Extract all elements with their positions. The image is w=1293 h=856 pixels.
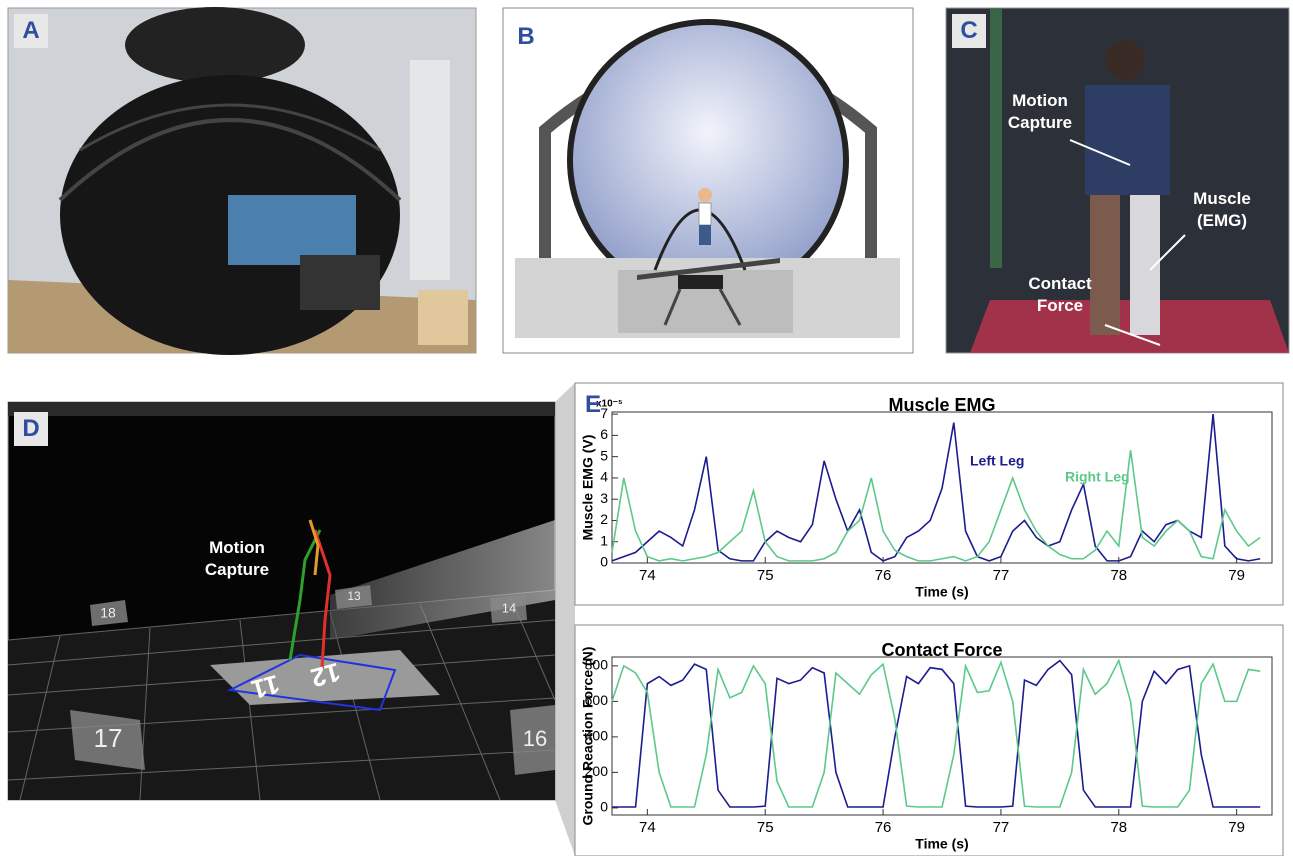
y-tick-label: 4 (600, 469, 608, 485)
x-tick-label: 79 (1228, 819, 1245, 836)
y-tick-label: 6 (600, 426, 608, 442)
x-tick-label: 79 (1228, 567, 1245, 584)
y-tick-label: 400 (585, 728, 609, 744)
legend-entry: Right Leg (1065, 469, 1130, 485)
y-tick-label: 1 (600, 532, 608, 548)
y-tick-label: 600 (585, 692, 609, 708)
panel-label: A (14, 14, 48, 48)
y-tick-label: 3 (600, 490, 608, 506)
legend-entry: Left Leg (970, 453, 1024, 469)
y-tick-label: 800 (585, 657, 609, 673)
y-axis-label: Muscle EMG (V) (580, 435, 596, 541)
camera-label: 17 (94, 723, 123, 753)
x-tick-label: 75 (757, 567, 774, 584)
y-tick-label: 5 (600, 447, 608, 463)
panel-b-diagram (503, 8, 913, 353)
chart-title: Contact Force (881, 640, 1002, 660)
page: {"panel_labels": ["A", "B", "C", "D", "E… (0, 0, 1293, 856)
camera-label: 14 (502, 600, 516, 615)
x-tick-label: 78 (1110, 819, 1127, 836)
chart-title: Muscle EMG (888, 395, 995, 415)
x-tick-label: 76 (875, 567, 892, 584)
x-tick-label: 77 (993, 567, 1010, 584)
x-tick-label: 76 (875, 819, 892, 836)
x-tick-label: 75 (757, 819, 774, 836)
x-tick-label: 77 (993, 819, 1010, 836)
panel-d-view (8, 402, 555, 800)
panel-a-photo (8, 7, 476, 355)
panel-label: B (509, 20, 543, 54)
y-tick-label: 0 (600, 554, 608, 570)
x-axis-label: Time (s) (915, 836, 968, 852)
camera-label: 13 (347, 589, 361, 603)
panel-label: D (14, 412, 48, 446)
panel-e-frame (575, 383, 1283, 605)
panel-label: E (576, 388, 610, 422)
x-tick-label: 74 (639, 819, 656, 836)
y-tick-label: 2 (600, 511, 608, 527)
panel-c-photo (946, 8, 1289, 353)
link-shade (555, 383, 575, 856)
panel-label: C (952, 14, 986, 48)
x-tick-label: 78 (1110, 567, 1127, 584)
figure: 18131417161112Muscle EMGTime (s)Muscle E… (0, 0, 1293, 856)
annotation: Motion Capture (192, 537, 282, 581)
y-tick-label: 0 (600, 799, 608, 815)
x-tick-label: 74 (639, 567, 656, 584)
annotation: Motion Capture (995, 90, 1085, 134)
x-axis-label: Time (s) (915, 584, 968, 600)
camera-label: 18 (100, 605, 116, 621)
camera-label: 16 (523, 726, 547, 751)
annotation: Contact Force (1015, 273, 1105, 317)
y-tick-label: 200 (585, 763, 609, 779)
annotation: Muscle (EMG) (1182, 188, 1262, 232)
